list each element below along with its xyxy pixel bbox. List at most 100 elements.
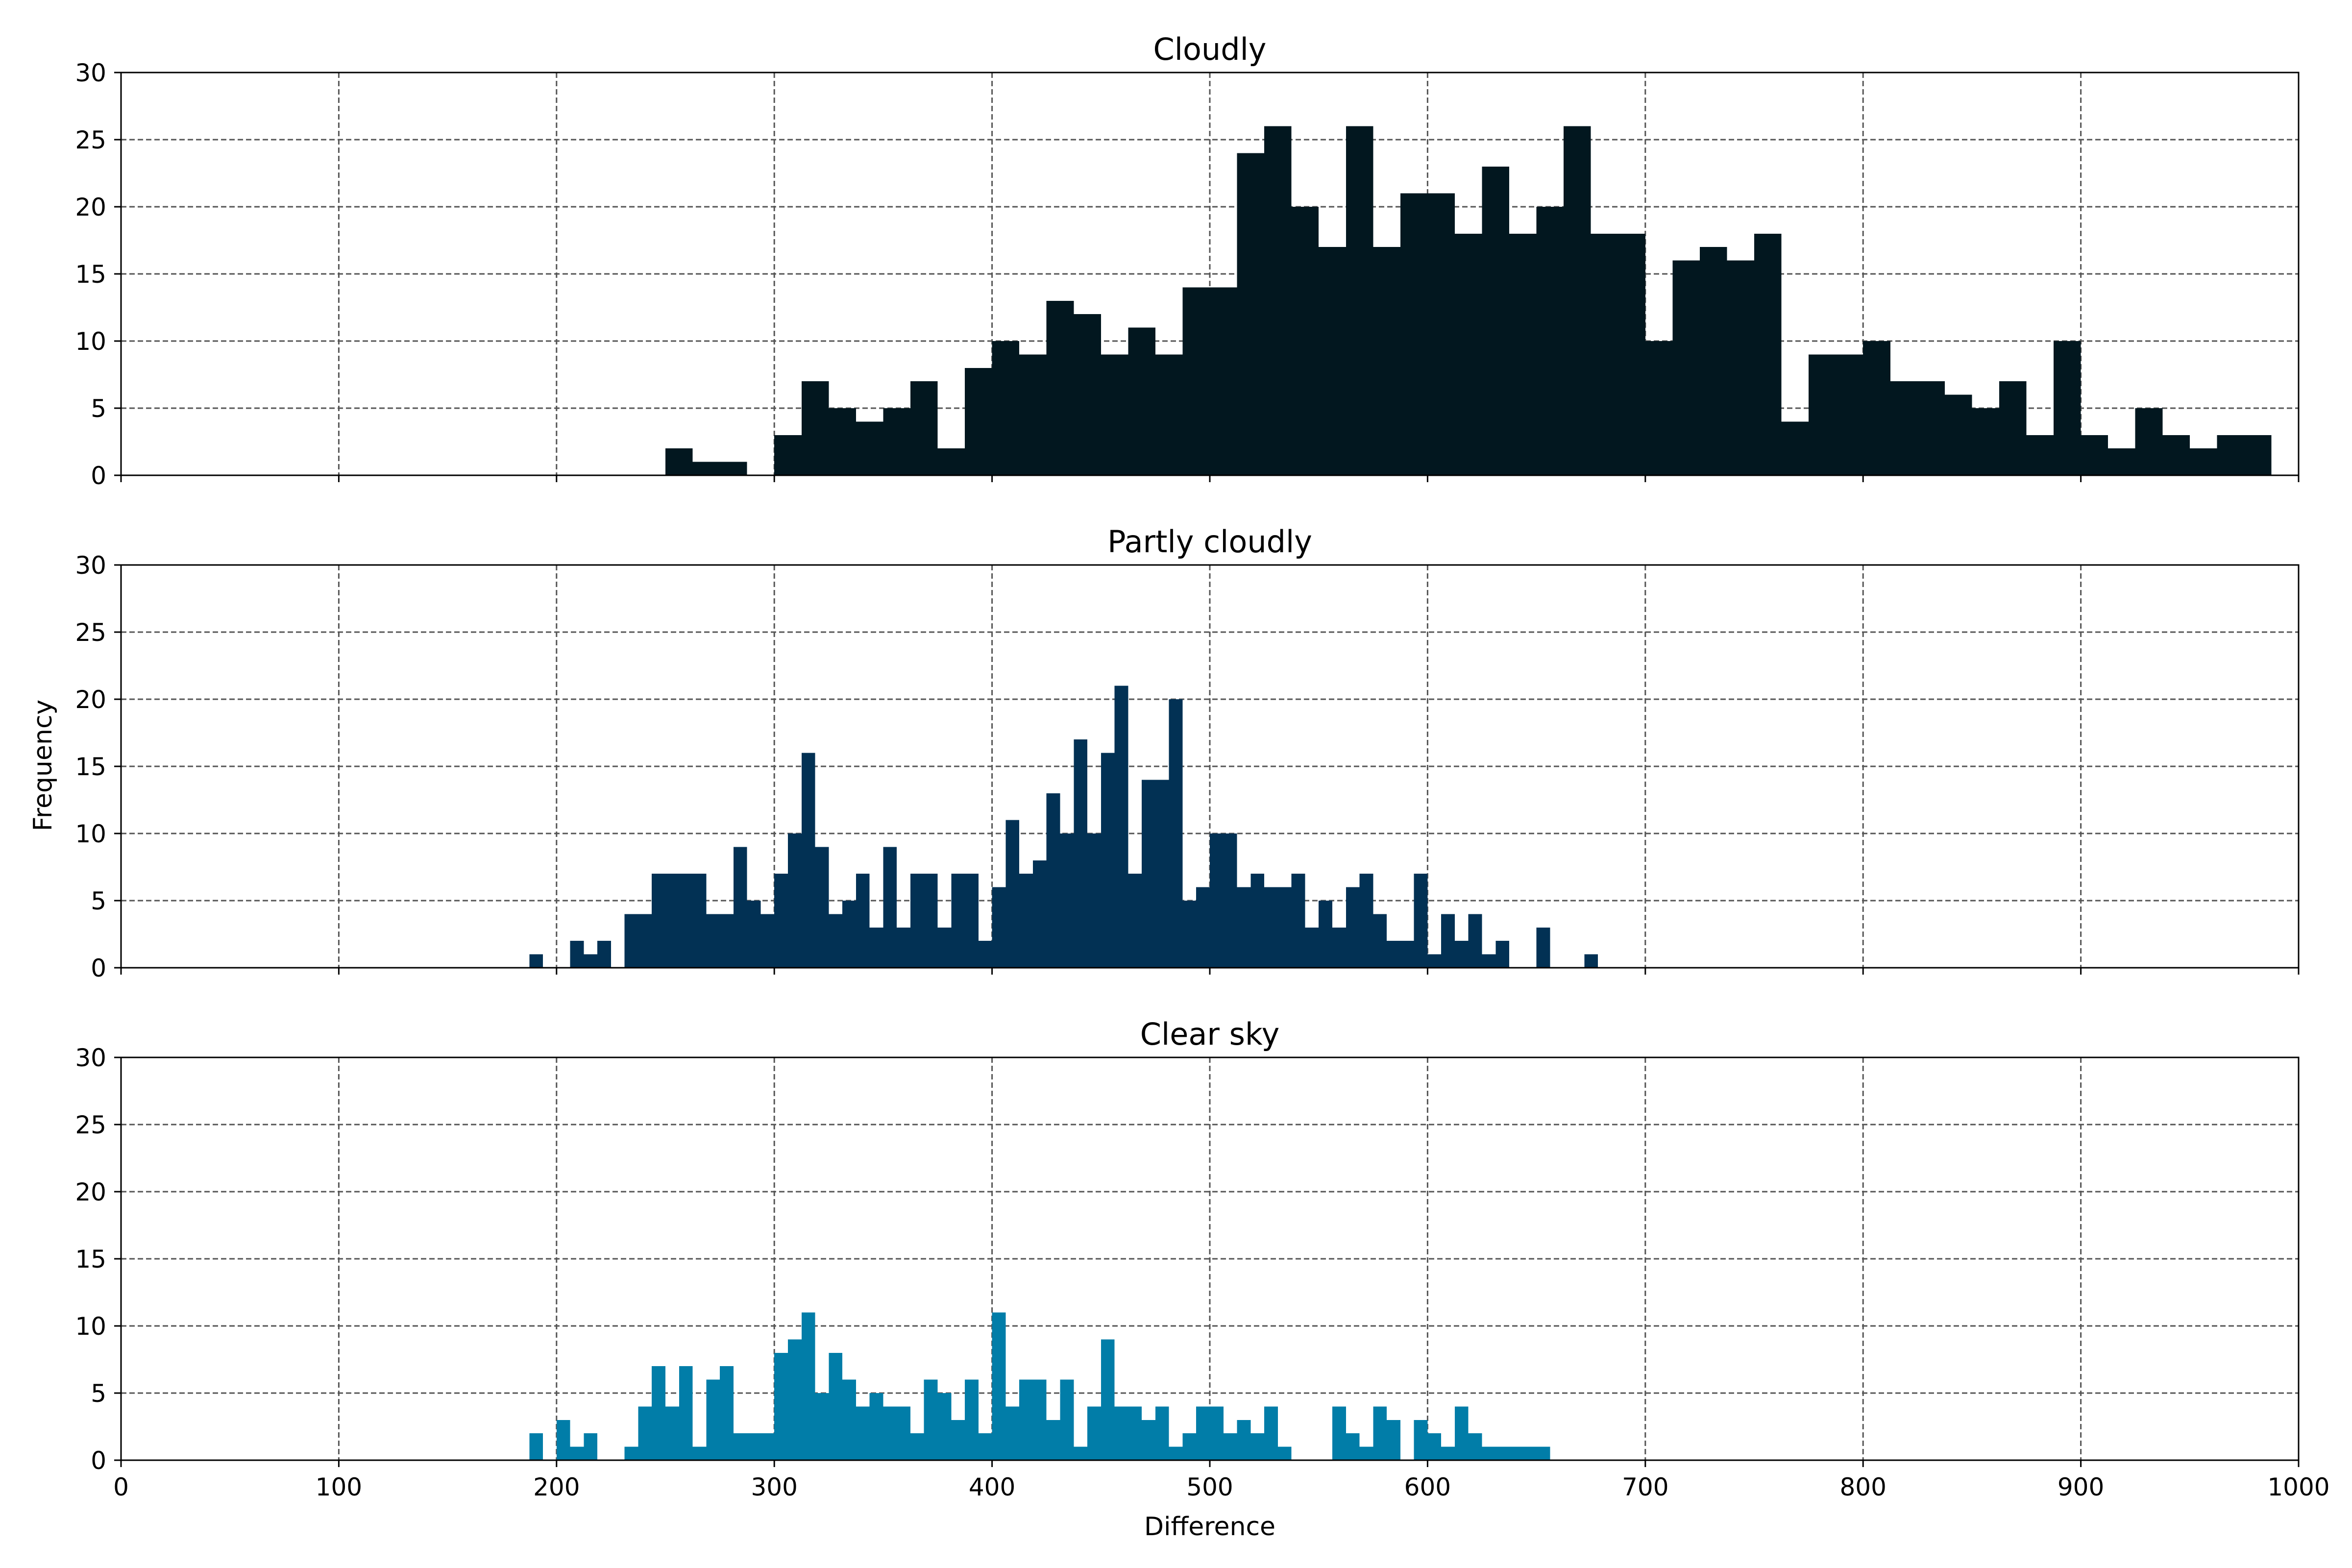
y-tick-label: 15 xyxy=(75,260,106,289)
histogram-bar xyxy=(1346,126,1373,476)
histogram-bar xyxy=(815,847,829,968)
histogram-bar xyxy=(706,914,720,968)
histogram-bar xyxy=(1890,381,1918,475)
histogram-bar xyxy=(787,833,802,968)
y-tick-label: 20 xyxy=(75,686,106,714)
y-tick-label: 10 xyxy=(75,1312,106,1341)
histogram-bar xyxy=(665,1406,679,1460)
x-tick-label: 600 xyxy=(1404,1473,1451,1501)
histogram-bar xyxy=(692,874,707,968)
histogram-bar xyxy=(584,1433,598,1460)
histogram-bar xyxy=(883,847,897,968)
histogram-bar xyxy=(597,941,611,968)
histogram-bar xyxy=(856,421,883,475)
histogram-bar xyxy=(1114,1406,1128,1460)
histogram-bar xyxy=(1387,1420,1400,1460)
histogram-bar xyxy=(1237,887,1251,968)
panel-title: Cloudly xyxy=(1153,31,1266,67)
histogram-bar xyxy=(1400,193,1428,476)
histogram-bar xyxy=(2054,341,2081,475)
histogram-bar xyxy=(897,1406,910,1460)
histogram-bar xyxy=(856,874,870,968)
histogram-bar xyxy=(1999,381,2027,475)
histogram-bar xyxy=(1019,874,1033,968)
histogram-bar xyxy=(1155,780,1169,968)
histogram-bar xyxy=(1917,381,1945,475)
histogram-bar xyxy=(924,874,938,968)
histogram-bar xyxy=(951,1420,965,1460)
histogram-bar xyxy=(1618,233,1645,475)
y-tick-label: 0 xyxy=(91,954,106,982)
histogram-bar xyxy=(652,1366,665,1460)
y-tick-label: 25 xyxy=(75,1111,106,1139)
histogram-bar xyxy=(1101,753,1115,968)
x-tick-label: 1000 xyxy=(2267,1473,2329,1501)
y-tick-label: 15 xyxy=(75,753,106,781)
x-tick-label: 700 xyxy=(1622,1473,1668,1501)
histogram-bar xyxy=(665,448,693,475)
histogram-bar xyxy=(992,341,1020,475)
histogram-bar xyxy=(652,874,665,968)
histogram-bar xyxy=(2135,408,2163,475)
histogram-bar xyxy=(869,927,883,968)
histogram-bar xyxy=(1223,1433,1237,1460)
histogram-bar xyxy=(733,1433,747,1460)
histogram-bar xyxy=(720,462,747,475)
histogram-bar xyxy=(1005,1406,1020,1460)
y-tick-label: 0 xyxy=(91,462,106,490)
histogram-bar xyxy=(1400,941,1414,968)
y-tick-label: 15 xyxy=(75,1245,106,1274)
histogram-bar xyxy=(1468,1433,1482,1460)
histogram-bar xyxy=(1699,247,1727,475)
histogram-bar xyxy=(2189,448,2217,475)
histogram-bar xyxy=(1250,1433,1265,1460)
histogram-bar xyxy=(965,368,992,475)
histogram-bar xyxy=(679,874,693,968)
histogram-bar xyxy=(978,1433,992,1460)
y-tick-label: 30 xyxy=(75,1044,106,1072)
histogram-bar xyxy=(1046,793,1060,968)
histogram-bar xyxy=(1373,247,1400,475)
histogram-bar xyxy=(1781,421,1809,475)
histogram-bar xyxy=(1182,287,1210,475)
x-axis-label: Difference xyxy=(1144,1512,1275,1542)
histogram-bar xyxy=(787,1339,802,1460)
histogram-bar xyxy=(556,1420,570,1460)
histogram-bar xyxy=(801,753,815,968)
y-tick-label: 20 xyxy=(75,193,106,221)
histogram-bar xyxy=(1223,833,1237,968)
panel-title: Clear sky xyxy=(1140,1016,1280,1052)
histogram-bar xyxy=(1087,1406,1101,1460)
histogram-bar xyxy=(1373,1406,1387,1460)
histogram-bar xyxy=(1169,699,1183,968)
histogram-bar xyxy=(1264,887,1278,968)
histogram-bar xyxy=(1468,914,1482,968)
histogram-bar xyxy=(747,1433,761,1460)
histogram-bar xyxy=(1032,1379,1047,1460)
histogram-bar xyxy=(2026,435,2054,475)
histogram-bar xyxy=(1237,153,1265,475)
histogram-bar xyxy=(1005,820,1020,968)
panels: Cloudly 0 5 10 15 20 25 30 Partly cloudly 0 5 10 15 2… xyxy=(75,31,2329,1501)
histogram-bar xyxy=(1359,1446,1373,1460)
histogram-bar xyxy=(1346,1433,1360,1460)
y-tick-label: 10 xyxy=(75,820,106,848)
histogram-bar xyxy=(937,1393,952,1460)
histogram-bar xyxy=(1536,207,1564,475)
histogram-bar xyxy=(624,1446,638,1460)
histogram-bar xyxy=(1169,1446,1183,1460)
histogram-bar xyxy=(1441,1446,1455,1460)
histogram-bar xyxy=(638,914,652,968)
histogram-bar xyxy=(1427,193,1455,476)
histogram-bar xyxy=(1277,1446,1292,1460)
histogram-bar xyxy=(1427,1433,1442,1460)
histogram-bar xyxy=(1182,1433,1197,1460)
histogram-bar xyxy=(1509,233,1537,475)
histogram-bar xyxy=(1536,927,1550,968)
histogram-bar xyxy=(1264,126,1292,476)
histogram-bar xyxy=(1196,887,1210,968)
histogram-bar xyxy=(1482,954,1496,968)
histogram-bar xyxy=(1291,207,1319,475)
histogram-bar xyxy=(1074,739,1088,968)
